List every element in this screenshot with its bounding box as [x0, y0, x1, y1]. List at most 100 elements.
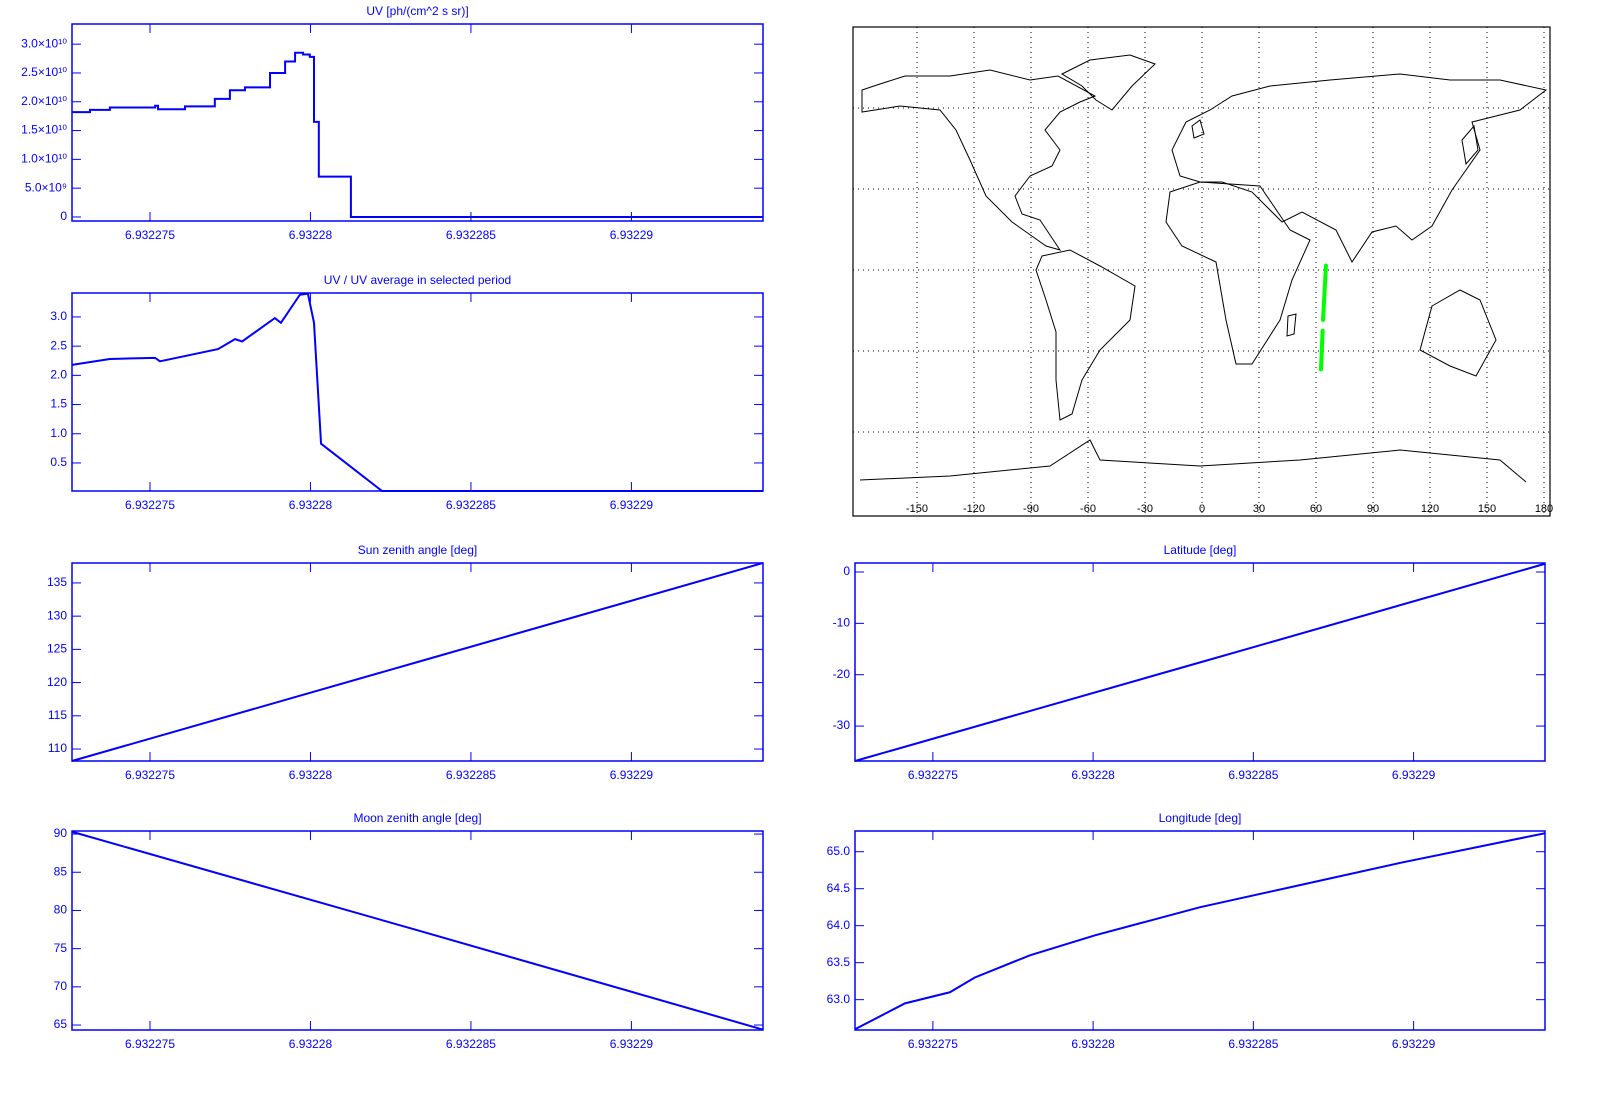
x-tick-label: 6.932285 [446, 1037, 496, 1051]
y-tick-label: 65 [54, 1017, 68, 1031]
y-tick-label: -30 [833, 718, 851, 732]
y-tick-label: 1.5 [50, 397, 67, 411]
plot-frame [71, 830, 764, 1031]
x-tick-label: 120 [1421, 503, 1439, 515]
y-tick-label: 120 [47, 675, 67, 689]
y-tick-label: -20 [833, 667, 851, 681]
x-tick-label: 6.932275 [125, 228, 175, 242]
x-tick-label: 6.932275 [125, 768, 175, 782]
data-line [72, 51, 763, 218]
plot-title: Moon zenith angle [deg] [353, 811, 481, 825]
y-tick-label: 63.5 [827, 955, 851, 969]
plot-frame [71, 23, 764, 222]
plot-title: UV [ph/(cm^2 s sr)] [366, 4, 468, 18]
data-line [854, 832, 1546, 1031]
x-tick-label: 6.932275 [908, 1037, 958, 1051]
x-tick-label: 0 [1199, 503, 1205, 515]
plot-title: Longitude [deg] [1159, 811, 1242, 825]
coastline [861, 69, 1097, 251]
y-tick-label: 70 [54, 979, 68, 993]
x-tick-label: 6.93228 [289, 768, 333, 782]
coastline [1060, 54, 1156, 111]
y-tick-label: -10 [833, 616, 851, 630]
y-tick-label: 75 [54, 941, 68, 955]
y-tick-label: 2.5 [50, 338, 67, 352]
x-tick-label: 30 [1253, 503, 1265, 515]
data-line [71, 830, 764, 1031]
y-tick-label: 64.0 [827, 918, 851, 932]
x-tick-label: 6.93228 [1071, 1037, 1115, 1051]
y-tick-label: 0 [60, 209, 67, 223]
coastline [1419, 289, 1497, 377]
y-tick-label: 0.5 [50, 455, 67, 469]
coastline [1165, 181, 1311, 365]
plot-panel: Latitude [deg] -30 -20 -10 0 6.932275 6.93228 6… [833, 543, 1546, 782]
x-tick-label: -120 [963, 503, 985, 515]
y-tick-label: 2.0×10¹⁰ [21, 94, 67, 108]
y-tick-label: 125 [47, 642, 67, 656]
plot-frame [71, 562, 764, 762]
x-tick-label: 150 [1478, 503, 1496, 515]
y-tick-label: 65.0 [827, 844, 851, 858]
x-tick-label: 6.93228 [289, 498, 333, 512]
x-tick-label: 6.932275 [908, 768, 958, 782]
plot-panel: UV [ph/(cm^2 s sr)] 0 5.0×10⁹ 1.0×10¹⁰ 1.5×1… [21, 4, 764, 242]
x-tick-label: 6.932285 [446, 768, 496, 782]
x-tick-label: 6.93228 [289, 1037, 333, 1051]
x-tick-label: 6.932285 [446, 498, 496, 512]
x-tick-label: 6.93229 [1392, 768, 1436, 782]
coastline [1191, 119, 1205, 139]
x-tick-label: 6.932285 [1228, 1037, 1278, 1051]
world-map: -150 -120 -90 -60 -30 0 30 60 90 120 150 180 [852, 26, 1553, 517]
x-tick-label: 6.93228 [289, 228, 333, 242]
x-tick-label: 90 [1367, 503, 1379, 515]
y-tick-label: 3.0 [50, 309, 67, 323]
coastline [1461, 124, 1479, 166]
x-tick-label: -150 [906, 503, 928, 515]
plot-frame [854, 830, 1546, 1031]
y-tick-label: 0 [843, 564, 850, 578]
y-tick-label: 1.0 [50, 426, 67, 440]
y-tick-label: 130 [47, 608, 67, 622]
y-tick-label: 80 [54, 903, 68, 917]
plot-title: Latitude [deg] [1164, 543, 1237, 557]
ground-track [1318, 263, 1328, 372]
coastline [1035, 249, 1136, 421]
x-tick-label: 180 [1535, 503, 1553, 515]
plot-frame [854, 562, 1546, 762]
x-tick-label: 6.932275 [125, 498, 175, 512]
y-tick-label: 110 [48, 741, 67, 755]
plot-panel: Longitude [deg] 63.0 63.5 64.0 64.5 65.0 6.932… [827, 811, 1546, 1051]
y-tick-label: 5.0×10⁹ [25, 180, 67, 194]
coastlines [859, 54, 1548, 483]
coastline [1286, 313, 1297, 337]
x-tick-label: 6.93229 [610, 768, 654, 782]
plot-title: Sun zenith angle [deg] [358, 543, 477, 557]
x-tick-label: 6.93229 [610, 1037, 654, 1051]
data-line [71, 292, 763, 492]
x-tick-label: -30 [1137, 503, 1153, 515]
x-tick-label: 6.932285 [1228, 768, 1278, 782]
y-tick-label: 2.5×10¹⁰ [21, 65, 67, 79]
y-tick-label: 115 [48, 708, 67, 722]
y-tick-label: 63.0 [827, 992, 851, 1006]
plot-panel: Moon zenith angle [deg] 65 70 75 80 85 90 6.932… [54, 811, 764, 1051]
plot-frame [71, 292, 764, 492]
x-tick-label: 60 [1310, 503, 1322, 515]
y-tick-label: 3.0×10¹⁰ [21, 36, 67, 50]
y-tick-label: 1.5×10¹⁰ [21, 123, 67, 137]
x-tick-label: 6.932285 [446, 228, 496, 242]
x-tick-label: -90 [1023, 503, 1039, 515]
data-line [71, 562, 764, 762]
y-tick-label: 2.0 [50, 368, 67, 382]
x-tick-label: 6.93229 [1392, 1037, 1436, 1051]
data-line [854, 562, 1546, 762]
plot-title: UV / UV average in selected period [324, 273, 511, 287]
coastline [859, 439, 1527, 483]
y-tick-label: 90 [54, 826, 68, 840]
x-tick-label: 6.93229 [610, 498, 654, 512]
x-tick-label: 6.93229 [610, 228, 654, 242]
x-tick-label: 6.932275 [125, 1037, 175, 1051]
y-tick-label: 135 [47, 575, 67, 589]
